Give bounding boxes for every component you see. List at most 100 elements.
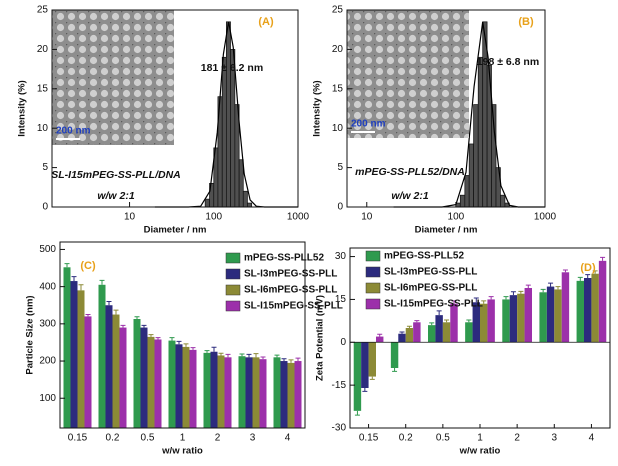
bar	[287, 362, 295, 428]
x-tick-label: 100	[448, 212, 465, 223]
bar	[133, 319, 141, 428]
x-tick-label: 1000	[287, 212, 310, 223]
error-bar	[585, 274, 591, 278]
error-bar	[451, 300, 457, 304]
error-bar	[362, 388, 368, 392]
bar	[245, 357, 253, 428]
bar	[576, 280, 584, 343]
error-bar	[239, 353, 245, 357]
legend-label: SL-I3mPEG-SS-PLL	[384, 267, 477, 278]
error-bar	[473, 297, 479, 303]
bar	[204, 198, 210, 208]
error-bar	[148, 334, 154, 337]
bar	[428, 325, 436, 343]
error-bar	[169, 337, 175, 341]
error-bar	[488, 296, 494, 300]
bar	[361, 342, 369, 388]
error-bar	[211, 346, 217, 352]
y-tick-label: -30	[332, 423, 347, 434]
y-tick-label: 500	[39, 244, 56, 255]
bar	[413, 322, 421, 343]
scale-label: 200 nm	[56, 126, 91, 137]
bar	[203, 352, 211, 428]
bar	[468, 143, 474, 208]
error-bar	[369, 376, 375, 380]
y-tick-label: 15	[332, 83, 344, 94]
bar	[398, 333, 406, 343]
x-tick-label: 0.5	[436, 433, 450, 444]
fit-curve	[154, 21, 298, 208]
plot-frame	[349, 247, 611, 429]
error-bar	[288, 359, 294, 363]
bar	[554, 289, 562, 343]
error-bar	[64, 263, 70, 268]
error-bar	[399, 331, 405, 334]
panel-label: (C)	[80, 260, 96, 272]
legend-label: SL-I3mPEG-SS-PLL	[244, 269, 337, 280]
error-bar	[120, 324, 126, 328]
bar	[459, 194, 466, 208]
bar	[112, 314, 120, 428]
error-bar	[295, 357, 301, 362]
y-tick-label: 15	[335, 294, 347, 305]
bar	[442, 322, 451, 343]
y-tick-label: 20	[37, 44, 49, 55]
legend-label: mPEG-SS-PLL52	[244, 253, 324, 264]
error-bar	[540, 288, 546, 293]
bar	[252, 357, 260, 428]
legend-label: SL-I15mPEG-SS-PLL	[244, 301, 343, 312]
bar	[168, 340, 176, 428]
error-bar	[600, 256, 606, 261]
x-tick-label: 4	[285, 433, 291, 444]
plot-frame	[51, 9, 299, 208]
legend-swatch	[225, 268, 241, 280]
bar	[353, 342, 362, 411]
x-tick-label: 3	[552, 433, 558, 444]
bar	[84, 316, 92, 428]
bar	[294, 361, 302, 428]
y-tick-label: 10	[332, 123, 344, 134]
y-tick-label: 20	[332, 44, 344, 55]
y-tick-label: 10	[37, 123, 49, 134]
error-bar	[354, 410, 360, 416]
error-bar	[548, 282, 554, 287]
bar	[280, 361, 288, 428]
y-axis-title: Particle Size (nm)	[25, 295, 36, 374]
bar	[259, 359, 267, 428]
bar	[140, 327, 148, 428]
legend-swatch	[365, 282, 381, 294]
x-tick-label: 1	[477, 433, 483, 444]
bar	[182, 346, 190, 428]
error-bar	[525, 284, 531, 288]
bar	[487, 299, 495, 343]
y-tick-label: 200	[39, 356, 56, 367]
bar	[472, 302, 480, 343]
error-bar	[406, 325, 412, 328]
error-bar	[260, 356, 266, 360]
bar	[238, 159, 244, 208]
panel-label: (D)	[580, 262, 596, 274]
error-bar	[444, 319, 450, 323]
legend-swatch	[365, 266, 381, 278]
error-bar	[155, 337, 161, 340]
y-tick-label: -15	[332, 380, 347, 391]
x-tick-label: 0.2	[399, 433, 413, 444]
error-bar	[436, 310, 442, 316]
x-tick-label: 4	[589, 433, 595, 444]
error-bar	[392, 368, 398, 372]
error-bar	[99, 279, 105, 285]
legend-swatch	[225, 300, 241, 312]
bar	[368, 342, 376, 377]
y-tick-label: 5	[337, 162, 343, 173]
annotation: 198 ± 6.8 nm	[477, 56, 539, 68]
bar	[584, 278, 592, 343]
bar	[500, 194, 506, 208]
error-bar	[466, 319, 472, 323]
bar	[225, 21, 231, 208]
bar	[154, 339, 162, 428]
bar	[390, 342, 399, 368]
bar	[405, 328, 414, 343]
x-tick-label: 10	[124, 212, 136, 223]
x-tick-label: 0.5	[141, 433, 155, 444]
x-tick-label: 1	[180, 433, 186, 444]
